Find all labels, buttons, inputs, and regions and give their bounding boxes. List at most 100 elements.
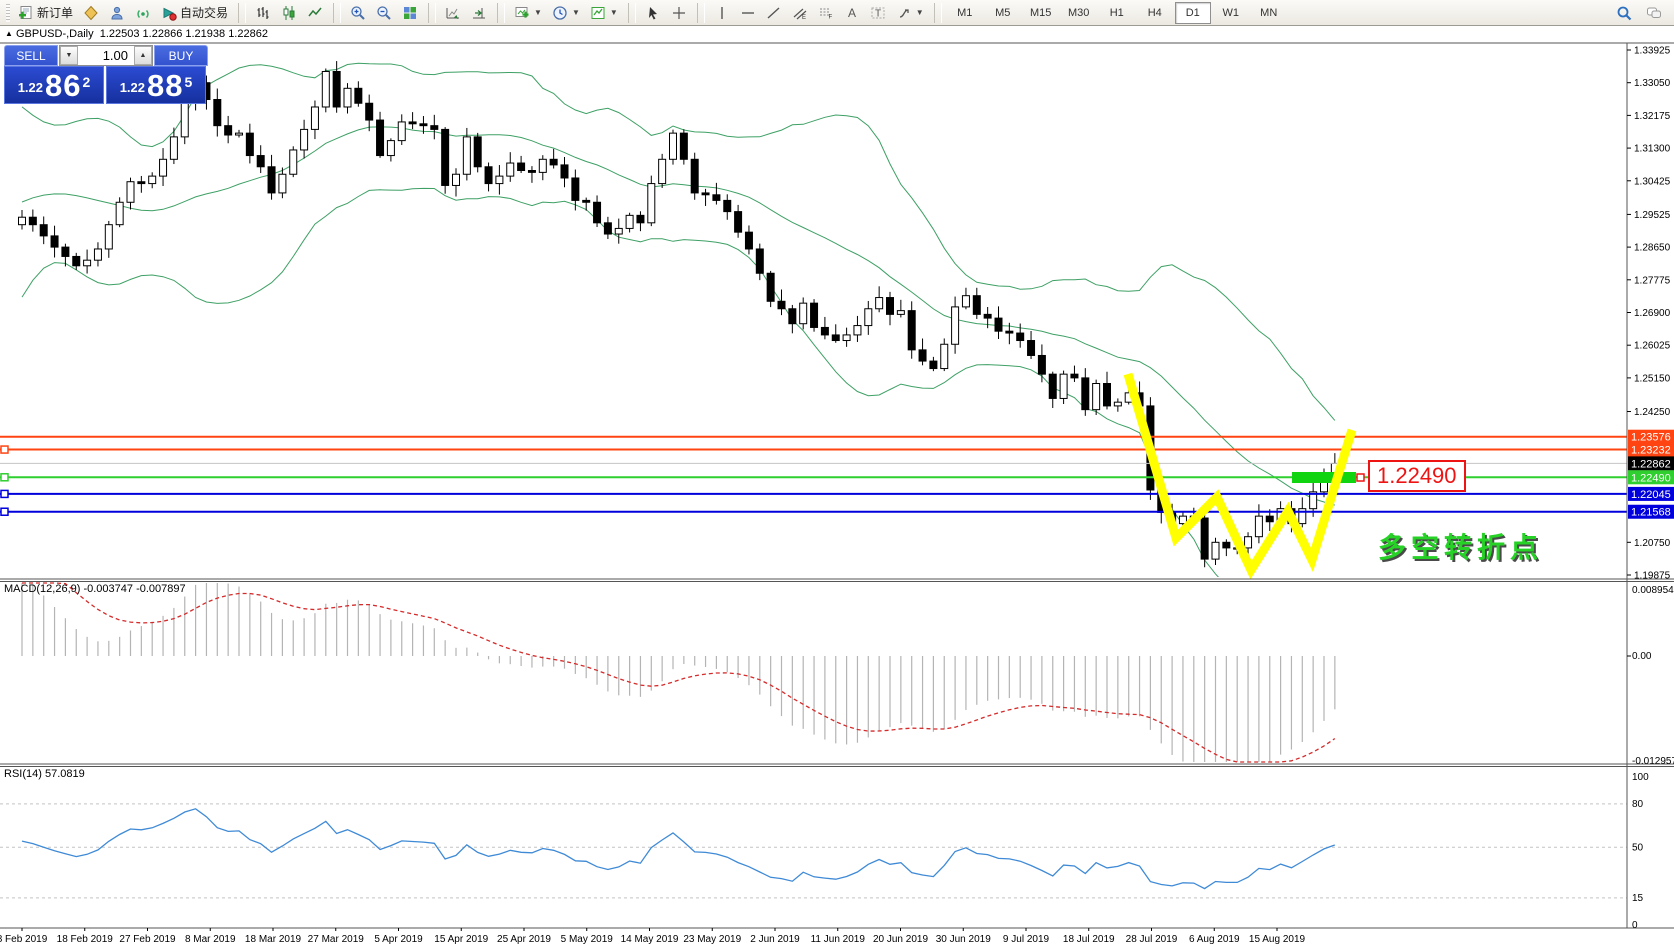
price-tick-label: 1.33925	[1634, 46, 1671, 57]
candle-body	[625, 214, 634, 229]
date-tick-label: 5 Apr 2019	[374, 934, 423, 945]
chart-shift-button[interactable]	[467, 1, 491, 25]
candle-body	[734, 211, 743, 233]
candle-body	[571, 177, 580, 201]
cursor-tool-button[interactable]	[641, 1, 665, 25]
line-handle[interactable]	[0, 473, 9, 482]
candle-body	[799, 302, 808, 325]
svg-text:A: A	[848, 6, 856, 20]
autotrading-button[interactable]: 自动交易	[157, 1, 232, 25]
market-watch-button[interactable]	[79, 1, 103, 25]
price-tick-label: 1.30425	[1634, 176, 1671, 187]
candle-body	[1037, 354, 1046, 375]
text-tool-button[interactable]: A	[840, 1, 864, 25]
line-handle[interactable]	[0, 489, 9, 499]
zoom-in-button[interactable]	[346, 1, 370, 25]
candlestick-chart-button[interactable]	[277, 1, 301, 25]
callout-anchor-handle[interactable]	[1356, 473, 1365, 482]
buy-button[interactable]: BUY	[154, 45, 208, 66]
timeframe-M15[interactable]: M15	[1030, 6, 1052, 19]
highlight-bar[interactable]	[1292, 472, 1356, 483]
candle-body	[972, 295, 981, 315]
chinese-annotation[interactable]: 多空转折点	[1378, 532, 1544, 563]
date-tick-label: 18 Mar 2019	[245, 934, 302, 945]
candle-body	[766, 272, 775, 302]
arrows-icon	[896, 5, 912, 21]
bar-chart-button[interactable]	[251, 1, 275, 25]
bar-chart-icon	[255, 5, 271, 21]
signals-icon	[135, 5, 151, 21]
arrows-tool-button[interactable]: ▼	[892, 1, 928, 25]
chevron-down-icon: ▼	[571, 8, 580, 17]
timeframe-MN[interactable]: MN	[1260, 6, 1278, 19]
signals-button[interactable]	[131, 1, 155, 25]
zigzag-annotation[interactable]	[1123, 372, 1357, 580]
main-price-pane[interactable]	[18, 61, 1339, 609]
buy-price-display[interactable]: 1.22 88 5	[106, 66, 206, 104]
new-order-button[interactable]: 新订单	[14, 1, 77, 25]
line-chart-button[interactable]	[303, 1, 327, 25]
axis-price-label: 1.23576	[1631, 432, 1671, 444]
line-handle[interactable]	[0, 507, 9, 516]
timeframe-D1[interactable]: D1	[1174, 1, 1211, 24]
chat-button[interactable]	[1642, 1, 1666, 25]
timeframe-W1[interactable]: W1	[1222, 6, 1239, 19]
equidistant-channel-tool-button[interactable]: E	[788, 1, 812, 25]
timeframe-M5[interactable]: M5	[995, 6, 1011, 19]
price-callout-box[interactable]: 1.22490	[1368, 460, 1466, 492]
text-icon: A	[844, 5, 860, 21]
vertical-line-tool-button[interactable]	[710, 1, 734, 25]
rsi-pane[interactable]	[0, 803, 1627, 899]
volume-input[interactable]: 1.00	[102, 48, 128, 63]
toolbar-separator	[497, 2, 506, 23]
sell-button[interactable]: SELL	[4, 45, 58, 66]
price-axis[interactable]: 1.33925 1.33050 1.32175 1.31300 1.30425 1.295…	[1627, 46, 1674, 932]
indicators-button[interactable]: ▼	[586, 1, 622, 25]
candle-body	[1254, 515, 1263, 538]
sell-price-display[interactable]: 1.22 86 2	[4, 66, 104, 104]
buy-price-big: 88	[147, 68, 184, 103]
search-button[interactable]	[1612, 1, 1636, 25]
trendline-tool-button[interactable]	[762, 1, 786, 25]
text-label-tool-button[interactable]: T	[866, 1, 890, 25]
macd-signal-line	[22, 582, 1336, 763]
axis-price-label: 1.22862	[1631, 458, 1671, 470]
new-chart-button[interactable]: ▼	[510, 1, 546, 25]
timeframe-H1[interactable]: H1	[1109, 6, 1124, 19]
macd-pane[interactable]	[21, 582, 1336, 763]
volume-decrease-button[interactable]: ▼	[60, 46, 78, 65]
candle-body	[83, 259, 92, 267]
date-axis[interactable]: 8 Feb 2019 18 Feb 2019 27 Feb 2019 8 Mar 20…	[0, 928, 1306, 945]
candle-body	[614, 227, 623, 235]
timeframe-M30[interactable]: M30	[1068, 6, 1090, 19]
price-tick-label: 1.24250	[1634, 407, 1671, 418]
date-tick-label: 28 Jul 2019	[1126, 934, 1178, 945]
candle-body	[658, 158, 667, 185]
tile-windows-button[interactable]	[398, 1, 422, 25]
candle-body	[235, 132, 243, 136]
bollinger-lower-band	[21, 187, 1219, 577]
auto-scroll-button[interactable]	[441, 1, 465, 25]
navigator-button[interactable]	[105, 1, 129, 25]
candle-body	[169, 136, 178, 160]
chart-collapse-icon[interactable]: ▲	[5, 29, 13, 38]
price-tick-label: 1.29525	[1634, 210, 1671, 221]
horizontal-line-tool-button[interactable]	[736, 1, 760, 25]
candle-body	[321, 70, 330, 108]
zoom-out-button[interactable]	[372, 1, 396, 25]
timeframe-H4[interactable]: H4	[1147, 6, 1162, 19]
line-handle[interactable]	[0, 445, 9, 454]
date-tick-label: 23 May 2019	[683, 934, 741, 945]
fibonacci-tool-button[interactable]: F	[814, 1, 838, 25]
profiles-button[interactable]: ▼	[548, 1, 584, 25]
timeframe-M1[interactable]: M1	[957, 6, 973, 19]
volume-increase-button[interactable]: ▲	[134, 46, 152, 65]
candle-body	[712, 194, 721, 201]
crosshair-tool-button[interactable]	[667, 1, 691, 25]
candle-body	[951, 306, 960, 345]
chevron-down-icon: ▼	[534, 8, 542, 17]
date-tick-label: 5 May 2019	[561, 934, 614, 945]
candle-body	[441, 128, 450, 186]
candle-body	[354, 87, 363, 104]
